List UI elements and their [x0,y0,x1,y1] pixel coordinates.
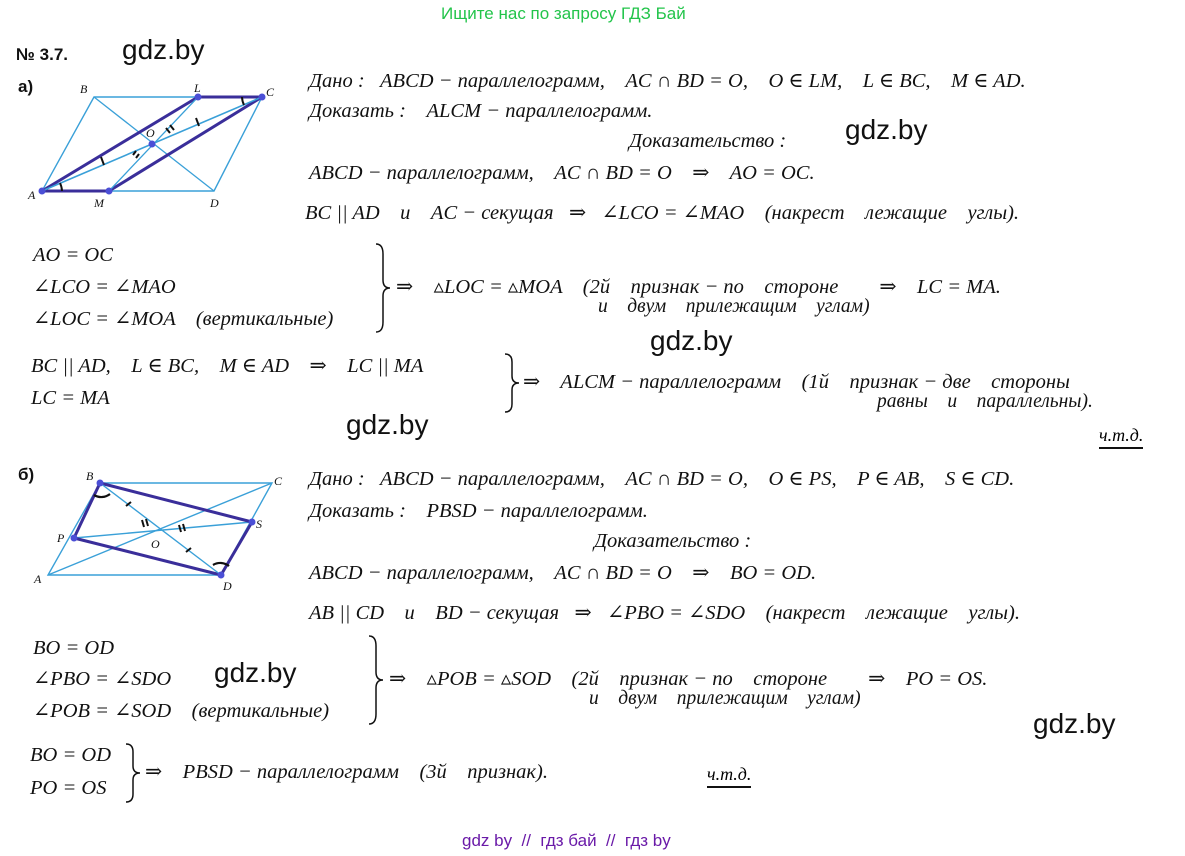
point-label-s: S [256,517,262,531]
system1-b-line: BO = OD [33,637,115,659]
problem-number: № 3.7. [16,45,69,64]
proof-line2-a: BC || AD и AC − секущая ⇒ ∠LCO = ∠MAO (н… [305,202,1020,224]
proof-title-a: Доказательство : [629,130,787,152]
point-label-p: P [56,531,65,545]
system1-b-line: ∠PBO = ∠SDO [33,668,172,690]
part-b-label: б) [18,465,35,484]
figure-a: A B C D L M O [27,81,275,210]
vertex-label-c: C [266,85,275,99]
system1-a-result: ⇒ ▵LOC = ▵MOA (2й признак − по стороне ⇒… [396,276,1001,298]
system2-b-line: PO = OS [30,777,107,799]
point-label-l: L [193,81,201,95]
system1-b-line: ∠POB = ∠SOD (вертикальные) [33,700,330,722]
proof-line1-a: ABCD − параллелограмм, AC ∩ BD = O ⇒ AO … [309,162,815,184]
header-banner: Ищите нас по запросу ГДЗ Бай [441,4,686,23]
system1-a-line: AO = OC [33,244,113,266]
footer-links: gdz by // гдз бай // гдз by [462,831,671,850]
prove-b: Доказать : PBSD − параллелограмм. [309,500,648,522]
point-label-o: O [146,126,155,140]
watermark: gdz.by [1033,708,1116,739]
qed-a: ч.т.д. [1099,425,1144,449]
system2-b-line: BO = OD [30,744,112,766]
vertex-label-c: C [274,474,283,488]
watermark: gdz.by [845,114,928,145]
prove-a: Доказать : ALCM − параллелограмм. [309,100,653,122]
qed-b: ч.т.д. [707,764,752,788]
figure-b: A B C D P S O [33,469,283,593]
given-a: Дано : ABCD − параллелограмм, AC ∩ BD = … [309,70,1026,92]
watermark: gdz.by [214,657,297,688]
proof-title-b: Доказательство : [594,530,752,552]
vertex-label-d: D [209,196,219,210]
system1-b-result-cont: и двум прилежащим углам) [589,688,861,709]
system2-a-line: BC || AD, L ∈ BC, M ∈ AD ⇒ LC || MA [31,355,424,377]
vertex-label-a: A [27,188,36,202]
brace-system1-b [368,635,384,725]
proof-line2-b: AB || CD и BD − секущая ⇒ ∠PBO = ∠SDO (н… [309,602,1020,624]
point-label-m: M [93,196,105,210]
watermark: gdz.by [122,34,205,65]
system1-b-result: ⇒ ▵POB = ▵SOD (2й признак − по стороне ⇒… [389,668,988,690]
system2-a-result-cont: равны и параллельны). [877,391,1093,412]
system1-a-line: ∠LOC = ∠MOA (вертикальные) [33,308,334,330]
brace-system2-a [504,353,520,413]
vertex-label-d: D [222,579,232,593]
vertex-label-a: A [33,572,42,586]
system1-a-line: ∠LCO = ∠MAO [33,276,176,298]
system2-a-result: ⇒ ALCM − параллелограмм (1й признак − дв… [523,371,1070,393]
vertex-label-b: B [80,82,88,96]
given-b: Дано : ABCD − параллелограмм, AC ∩ BD = … [309,468,1015,490]
part-a-label: а) [18,77,34,96]
proof-line1-b: ABCD − параллелограмм, AC ∩ BD = O ⇒ BO … [309,562,817,584]
system2-b-result: ⇒ PBSD − параллелограмм (3й признак). [145,761,548,783]
system2-a-line: LC = MA [31,387,110,409]
watermark: gdz.by [346,409,429,440]
brace-system1-a [375,243,391,333]
watermark: gdz.by [650,325,733,356]
system1-a-result-cont: и двум прилежащим углам) [598,296,870,317]
vertex-label-b: B [86,469,94,483]
point-label-o: O [151,537,160,551]
brace-system2-b [125,743,141,803]
